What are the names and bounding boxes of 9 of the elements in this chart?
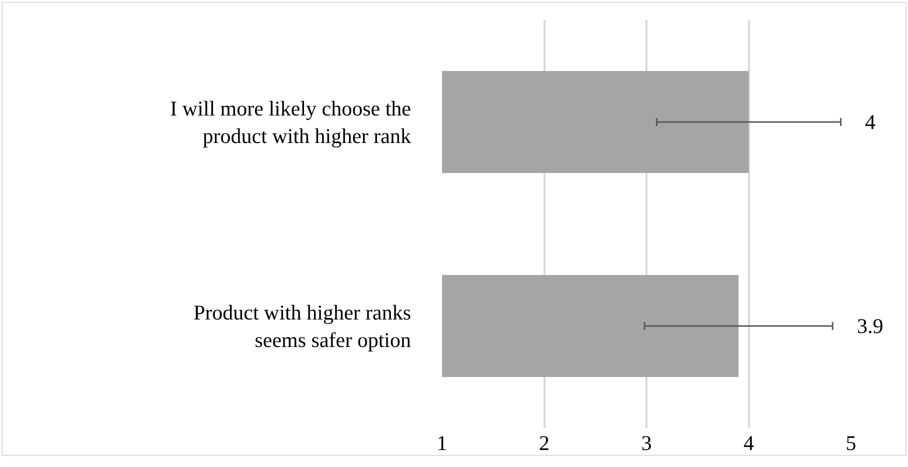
x-tick-label: 3: [641, 431, 652, 455]
x-tick-label: 5: [846, 431, 856, 455]
x-tick-label: 2: [539, 431, 550, 455]
x-tick-label: 4: [744, 431, 754, 455]
x-tick-label: 1: [436, 431, 448, 455]
data-label: 4: [865, 110, 876, 134]
y-tick-label: Product with higher ranks seems safer option: [193, 300, 412, 352]
y-tick-label: I will more likely choose the product with higher rank: [170, 96, 412, 148]
data-label: 3.9: [857, 314, 884, 338]
